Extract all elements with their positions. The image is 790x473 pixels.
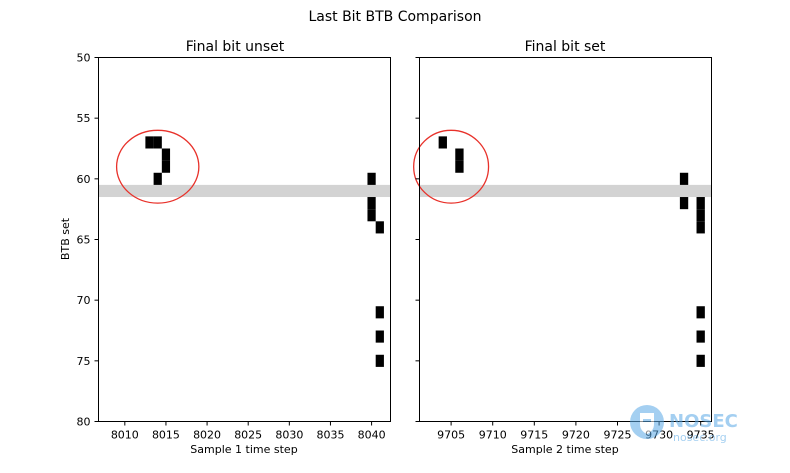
x-tick-label: 8040 — [358, 429, 386, 442]
panel-right: Final bit set 9705 9710 9715 9720 9725 9730 97… — [413, 39, 715, 456]
heatmap-cell — [367, 172, 376, 185]
y-tick-label: 65 — [77, 234, 91, 247]
heatmap-cell — [696, 354, 705, 367]
highlight-band — [98, 184, 391, 198]
y-tick-label: 55 — [77, 112, 91, 125]
heatmap-cell — [161, 160, 171, 173]
figure-suptitle: Last Bit BTB Comparison — [308, 9, 481, 25]
watermark-subtext: nosec.org — [673, 431, 727, 444]
heatmap-cell — [375, 354, 384, 367]
watermark-text: NOSEC — [669, 411, 738, 432]
nosec-logo-icon — [630, 405, 664, 439]
watermark: NOSEC nosec.org — [630, 405, 738, 444]
panel-left-yticks: 50 55 60 65 70 75 80 — [77, 52, 99, 429]
heatmap-cell — [679, 172, 689, 185]
x-tick-label: 9710 — [479, 429, 507, 442]
panel-right-xlabel: Sample 2 time step — [511, 443, 618, 456]
panel-left: Final bit unset 8010 8015 8020 8025 8030 8035… — [59, 39, 391, 456]
panel-left-circle-layer — [115, 129, 200, 204]
heatmap-cell — [696, 306, 705, 319]
panel-left-xticks: 8010 8015 8020 8025 8030 8035 8040 — [111, 421, 386, 442]
heatmap-cell — [696, 197, 705, 210]
heatmap-cell — [375, 330, 384, 343]
heatmap-cell — [455, 148, 464, 161]
heatmap-cell — [438, 136, 447, 149]
heatmap-cell — [375, 221, 384, 234]
y-tick-label: 50 — [77, 52, 91, 65]
heatmap-cell — [696, 221, 705, 234]
heatmap-cell — [367, 197, 376, 210]
heatmap-cell — [153, 172, 162, 185]
heatmap-cell — [679, 197, 689, 210]
heatmap-cell — [375, 306, 384, 319]
panel-left-frame — [98, 57, 391, 422]
y-tick-label: 80 — [77, 416, 91, 429]
panel-left-cells — [145, 136, 384, 367]
annotation-circle — [115, 129, 200, 204]
heatmap-cell — [455, 160, 464, 173]
panel-left-title: Final bit unset — [186, 39, 285, 55]
x-tick-label: 9725 — [603, 429, 631, 442]
panel-left-xlabel: Sample 1 time step — [190, 443, 297, 456]
annotation-circle — [413, 129, 490, 204]
panel-right-yticks — [415, 57, 420, 422]
panel-left-ylabel: BTB set — [59, 217, 72, 260]
x-tick-label: 8020 — [193, 429, 221, 442]
panel-right-title: Final bit set — [525, 39, 606, 55]
panel-right-cells — [438, 136, 705, 367]
x-tick-label: 9735 — [687, 429, 715, 442]
y-tick-label: 70 — [77, 294, 91, 307]
x-tick-label: 8030 — [275, 429, 303, 442]
heatmap-cell — [367, 209, 376, 222]
x-tick-label: 9720 — [562, 429, 590, 442]
y-tick-label: 75 — [77, 355, 91, 368]
panel-right-xticks: 9705 9710 9715 9720 9725 9730 9735 — [437, 421, 715, 442]
x-tick-label: 8010 — [111, 429, 139, 442]
x-tick-label: 8015 — [152, 429, 180, 442]
x-tick-label: 9705 — [437, 429, 465, 442]
highlight-band — [419, 184, 712, 198]
y-tick-label: 60 — [77, 173, 91, 186]
panel-right-frame — [419, 57, 712, 422]
panel-left-band-layer — [98, 184, 391, 198]
heatmap-cell — [153, 136, 162, 149]
heatmap-cell — [696, 209, 705, 222]
heatmap-cell — [145, 136, 154, 149]
heatmap-cell — [161, 148, 171, 161]
panel-right-circle-layer — [413, 129, 490, 204]
x-tick-label: 9715 — [520, 429, 548, 442]
x-tick-label: 8025 — [234, 429, 262, 442]
heatmap-cell — [696, 330, 705, 343]
x-tick-label: 8035 — [316, 429, 344, 442]
panel-right-band-layer — [419, 184, 712, 198]
